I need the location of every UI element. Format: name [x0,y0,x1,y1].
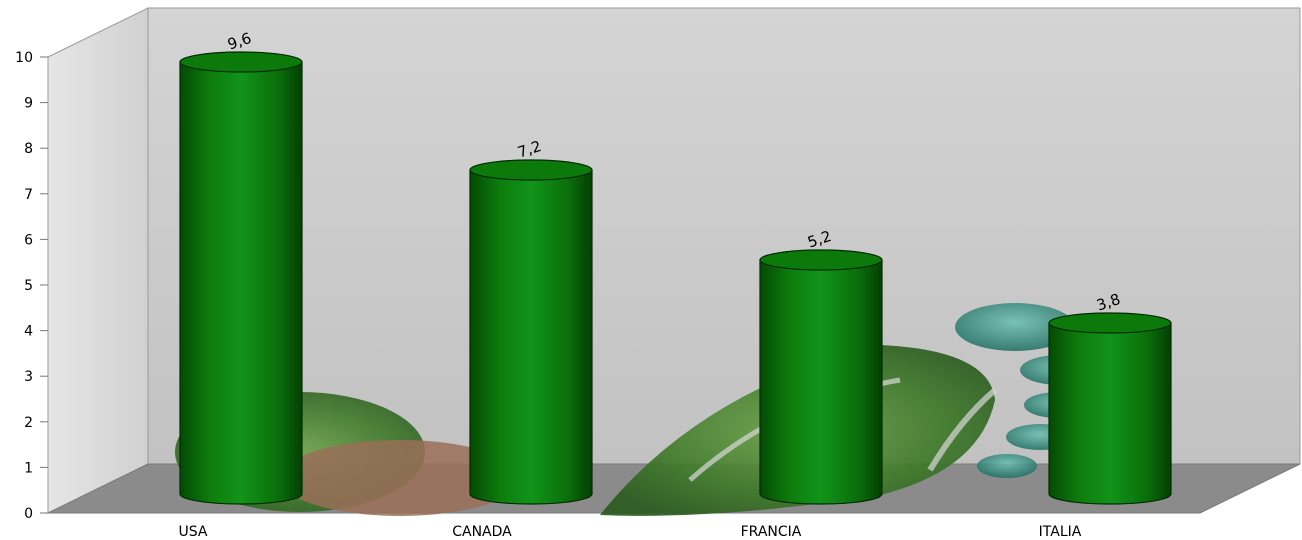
x-axis: USA CANADA FRANCIA ITALIA [179,524,1082,540]
y-axis: 0 1 2 3 4 5 6 7 8 9 10 [15,50,48,522]
x-tick-label: USA [179,524,208,540]
y-tick-label: 1 [24,460,33,476]
bar-top [1048,312,1172,334]
bar-top [759,249,883,271]
x-tick-label: ITALIA [1039,524,1082,540]
bar-body [1048,322,1172,505]
left-wall [47,7,149,514]
bar-top [469,159,593,181]
leaf-vein [927,387,997,472]
y-tick-label: 6 [24,232,33,248]
y-tick-label: 9 [24,96,33,112]
x-tick-label: CANADA [452,524,512,540]
bar-top [179,51,303,73]
bar-body [759,259,883,505]
bars: 9,6 7,2 5,2 3,8 [179,29,1172,505]
y-tick-label: 10 [15,50,33,66]
teal-leaf-photo [955,303,1075,351]
city-photo-left [280,440,520,516]
x-tick-label: FRANCIA [741,524,802,540]
y-tick-label: 4 [24,324,33,340]
y-tick-label: 2 [24,415,33,431]
bar-canada: 7,2 [469,137,593,505]
y-tick-label: 5 [24,278,33,294]
bar-usa: 9,6 [179,29,303,505]
teal-leaf-photo [977,454,1037,478]
y-tick-label: 7 [24,187,33,203]
bar-francia: 5,2 [759,227,883,505]
bar-body [179,61,303,505]
bar-italia: 3,8 [1048,290,1172,505]
y-tick-label: 3 [24,369,33,385]
bar-body [469,169,593,505]
y-tick-label: 8 [24,141,33,157]
y-tick-label: 0 [24,506,33,522]
